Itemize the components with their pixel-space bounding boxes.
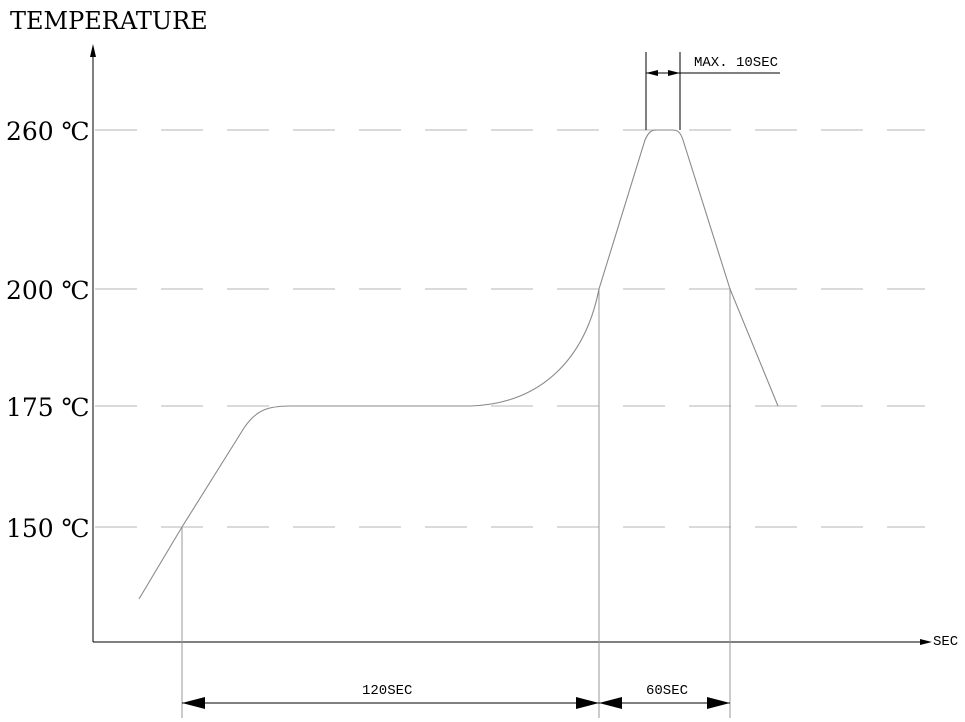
temperature-profile-line [138,129,779,600]
dim-120sec-left-arrow [182,697,205,709]
dim-max10sec-label: MAX. 10SEC [694,55,778,71]
y-axis-title: TEMPERATURE [10,7,208,35]
dim-60sec-right-arrow [707,697,730,709]
dim-60sec-left-arrow [599,697,622,709]
x-axis-title: SEC [933,634,958,650]
x-axis-arrowhead [920,639,932,645]
dim-120sec-right-arrow [576,697,599,709]
dim-max10sec-left-arrow [646,70,658,76]
y-tick-label-150: 150 ℃ [6,514,90,543]
y-tick-label-260: 260 ℃ [6,117,90,146]
dim-60sec-label: 60SEC [646,683,688,699]
dim-120sec-label: 120SEC [362,683,412,699]
y-tick-label-175: 175 ℃ [6,393,90,422]
y-tick-label-200: 200 ℃ [6,276,90,305]
dim-max10sec-right-arrow [668,70,680,76]
y-axis-arrowhead [90,44,96,57]
